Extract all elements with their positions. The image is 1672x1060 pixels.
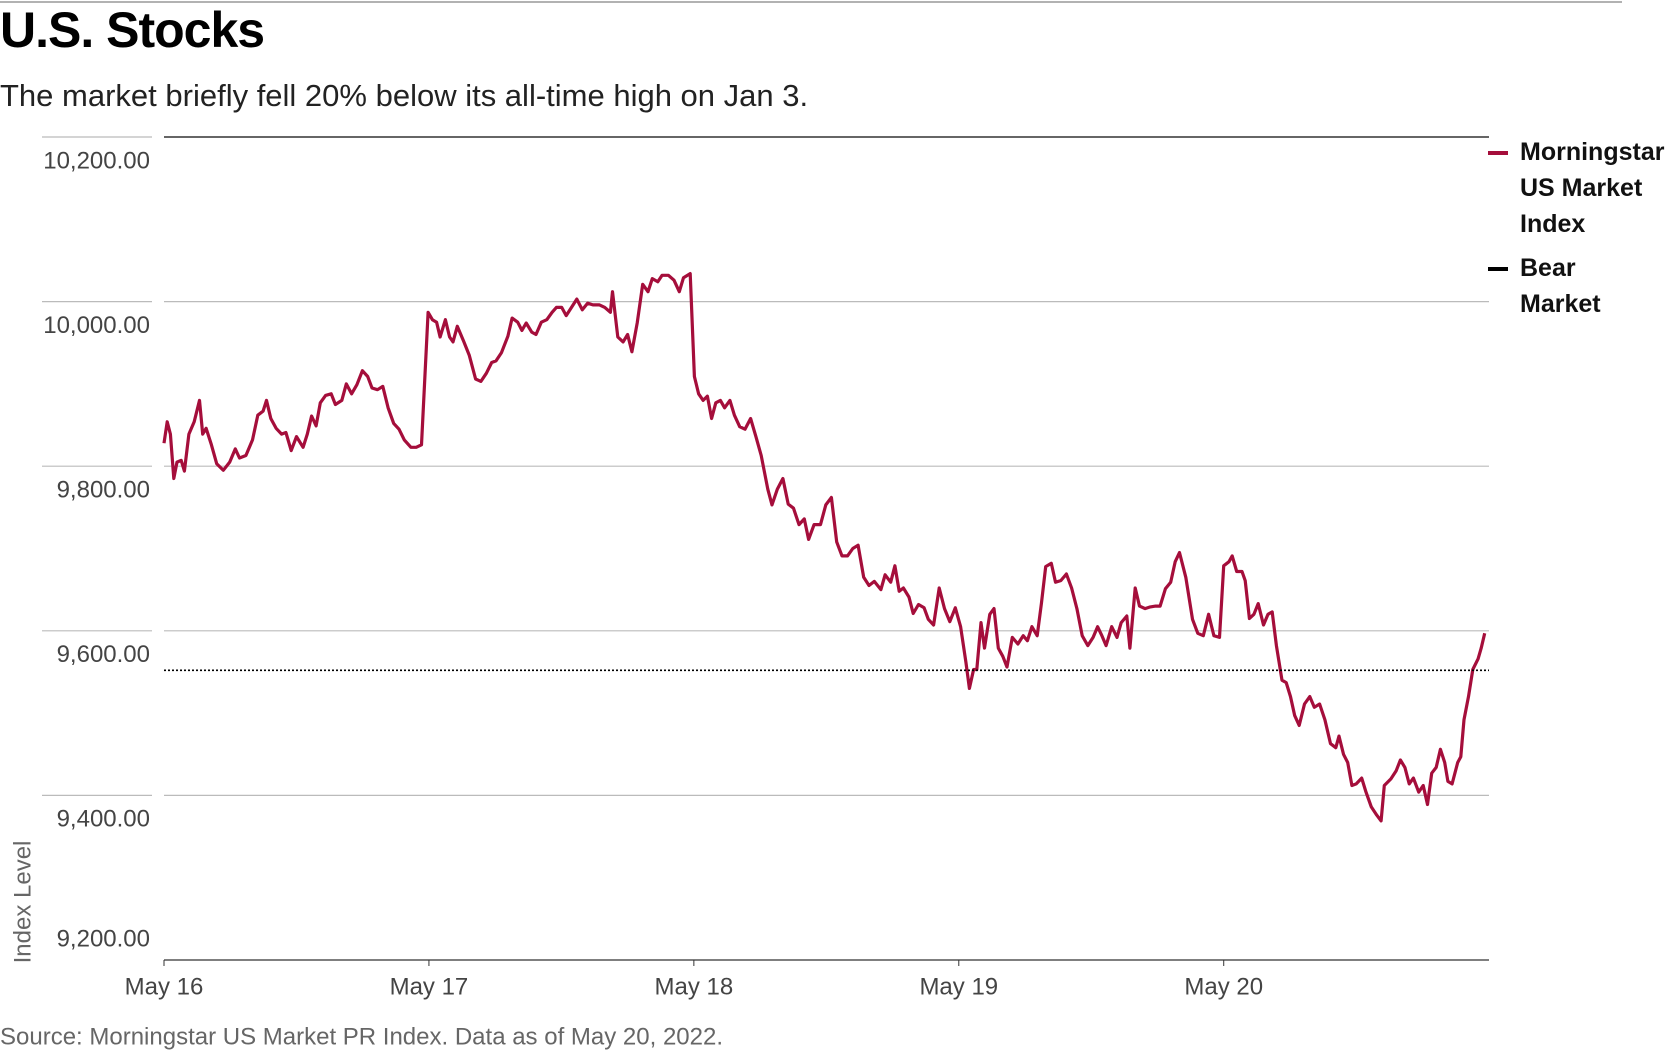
legend-item: Morningstar US Market Index xyxy=(1488,134,1672,242)
y-tick-label: 9,400.00 xyxy=(57,806,150,833)
legend-label: Morningstar US Market Index xyxy=(1520,138,1665,238)
y-axis-label: Index Level xyxy=(9,841,36,964)
chart-subtitle: The market briefly fell 20% below its al… xyxy=(0,78,808,113)
legend-label: Bear Market xyxy=(1520,254,1601,318)
x-tick-label: May 17 xyxy=(390,973,469,1000)
legend-swatch xyxy=(1488,151,1508,155)
x-tick-label: May 18 xyxy=(655,973,734,1000)
chart-title: U.S. Stocks xyxy=(0,2,264,58)
legend-item: Bear Market xyxy=(1488,250,1672,322)
y-tick-label: 10,200.00 xyxy=(43,147,150,174)
series-line xyxy=(162,272,1487,823)
legend: Morningstar US Market Index Bear Market xyxy=(1488,134,1672,330)
legend-swatch xyxy=(1488,267,1508,271)
y-tick-label: 9,600.00 xyxy=(57,641,150,668)
y-tick-label: 10,000.00 xyxy=(43,312,150,339)
x-tick-label: May 16 xyxy=(125,973,204,1000)
y-tick-label: 9,800.00 xyxy=(57,477,150,504)
y-tick-label: 9,200.00 xyxy=(57,925,150,952)
x-tick-label: May 19 xyxy=(919,973,998,1000)
x-tick-label: May 20 xyxy=(1184,973,1263,1000)
source-note: Source: Morningstar US Market PR Index. … xyxy=(0,1023,723,1050)
